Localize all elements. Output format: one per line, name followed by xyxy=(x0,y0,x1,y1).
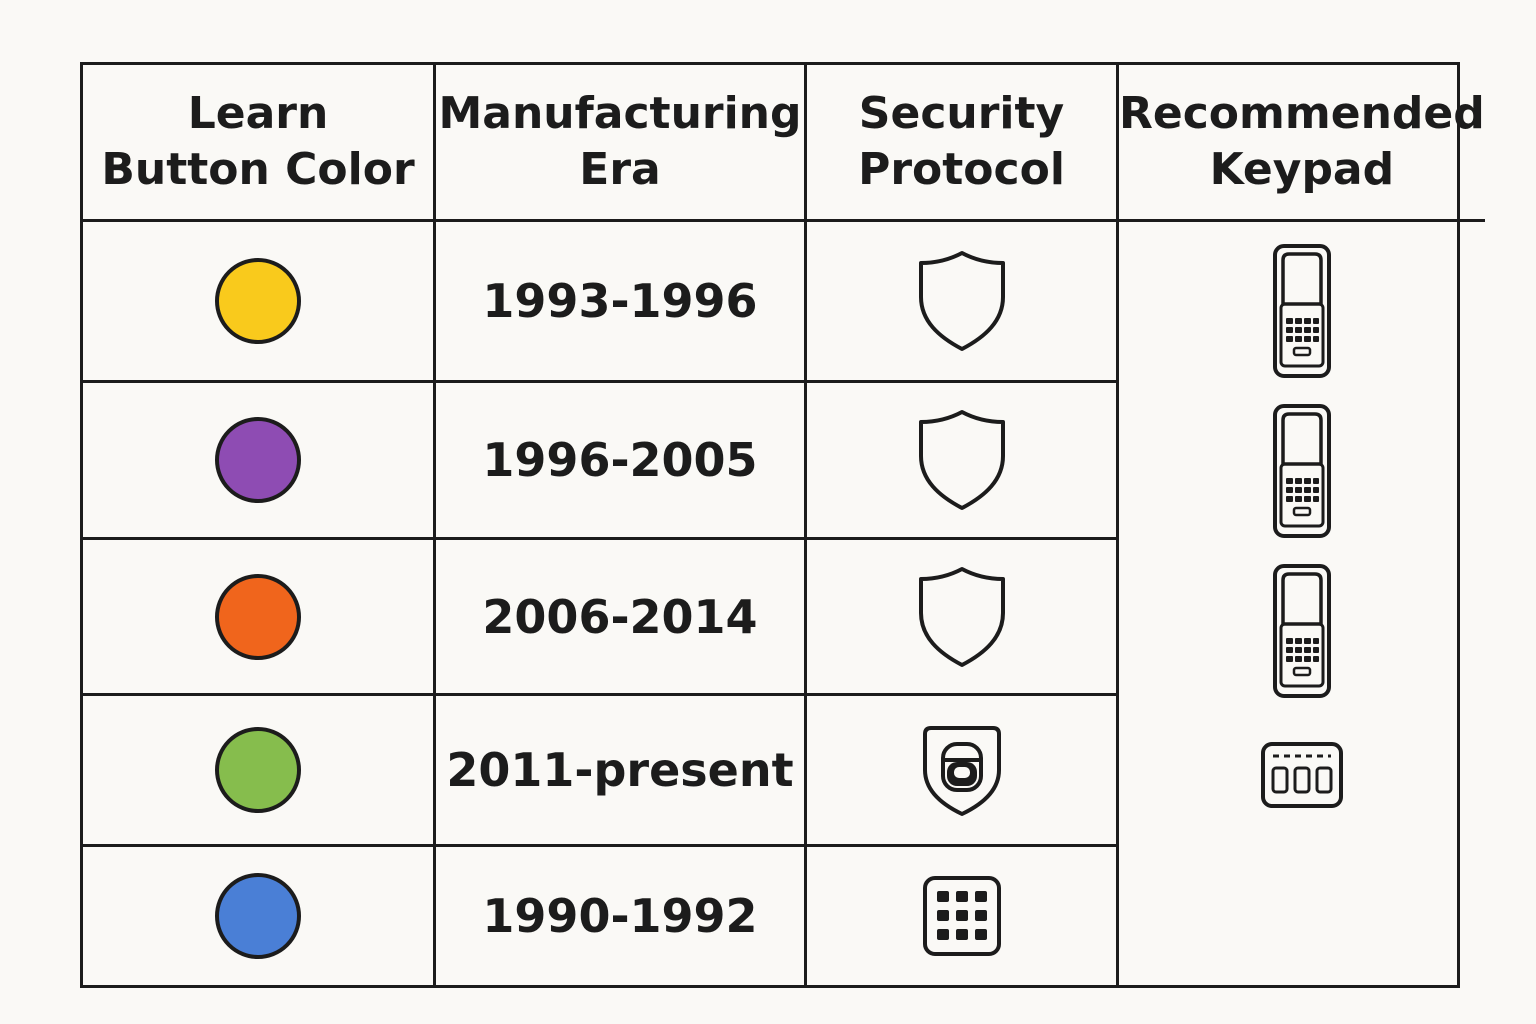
row-1-security-cell xyxy=(807,222,1119,383)
shield-icon xyxy=(918,251,1005,351)
row-4-era-cell: 2011-present xyxy=(436,696,807,847)
row-3-color-cell xyxy=(83,540,436,696)
compatibility-table: Learn Button Color Manufacturing Era Sec… xyxy=(80,62,1485,988)
row-5-color-cell xyxy=(83,847,436,985)
row-3-security-cell xyxy=(807,540,1119,696)
header-label: Learn Button Color xyxy=(101,88,415,195)
era-label: 1993-1996 xyxy=(482,274,758,328)
shield-icon xyxy=(918,410,1005,510)
row-5-security-cell xyxy=(807,847,1119,985)
color-swatch xyxy=(215,873,301,959)
row-5-era-cell: 1990-1992 xyxy=(436,847,807,985)
header-recommended-keypad: Recommended Keypad xyxy=(1119,65,1485,222)
color-swatch xyxy=(215,727,301,813)
era-label: 1990-1992 xyxy=(482,889,758,943)
header-label: Security Protocol xyxy=(858,88,1065,195)
era-label: 1996-2005 xyxy=(482,433,758,487)
row-1-color-cell xyxy=(83,222,436,383)
header-manufacturing-era: Manufacturing Era xyxy=(436,65,807,222)
row-2-security-cell xyxy=(807,383,1119,540)
shield-icon xyxy=(918,566,1005,667)
era-label: 2011-present xyxy=(446,743,794,797)
color-swatch xyxy=(215,573,301,660)
color-swatch xyxy=(215,258,301,344)
row-2-era-cell: 1996-2005 xyxy=(436,383,807,540)
header-security-protocol: Security Protocol xyxy=(807,65,1119,222)
row-4-security-cell xyxy=(807,696,1119,847)
recommended-keypad-column xyxy=(1119,222,1485,985)
header-label: Manufacturing Era xyxy=(438,88,802,195)
era-label: 2006-2014 xyxy=(482,589,758,644)
color-swatch xyxy=(215,417,301,503)
handheld-keypad-icon xyxy=(1272,564,1331,698)
handheld-keypad-icon xyxy=(1272,404,1331,538)
row-1-era-cell: 1993-1996 xyxy=(436,222,807,383)
wide-keypad-icon xyxy=(1260,742,1343,808)
row-3-era-cell: 2006-2014 xyxy=(436,540,807,696)
shield-lock-icon xyxy=(922,726,1001,816)
row-4-color-cell xyxy=(83,696,436,847)
row-2-color-cell xyxy=(83,383,436,540)
keypad-grid-icon xyxy=(922,876,1001,956)
header-label: Recommended Keypad xyxy=(1119,88,1485,195)
header-learn-button-color: Learn Button Color xyxy=(83,65,436,222)
handheld-keypad-icon xyxy=(1272,244,1331,378)
